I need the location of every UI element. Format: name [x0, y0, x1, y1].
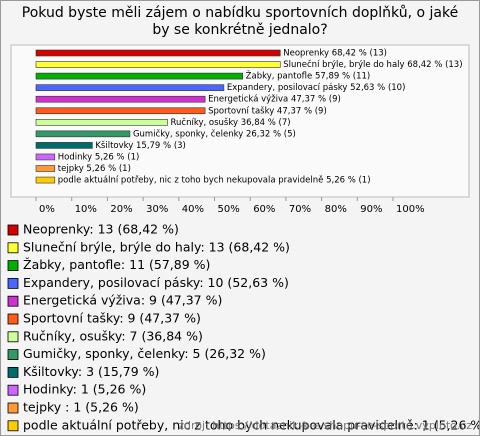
x-tick-label: 70%: [289, 204, 311, 215]
legend-label: Hodinky: 1 (5,26 %): [23, 382, 146, 397]
bar: [35, 61, 281, 68]
bar-label: Gumičky, sponky, čelenky 26,32 % (5): [133, 128, 296, 139]
legend-label: Gumičky, sponky, čelenky: 5 (26,32 %): [23, 346, 266, 361]
legend-swatch: [7, 242, 19, 254]
legend-label: Ručníky, osušky: 7 (36,84 %): [23, 328, 203, 343]
legend-label: Expandery, posilovací pásky: 10 (52,63 %…: [23, 275, 289, 290]
legend-label: Sluneční brýle, brýle do haly: 13 (68,42…: [23, 239, 290, 254]
legend-label: podle aktuální potřeby, nic z toho bych …: [23, 417, 479, 432]
bar-label: Ručníky, osušky 36,84 % (7): [171, 117, 291, 128]
legend-label: Žabky, pantofle: 11 (57,89 %): [23, 257, 210, 272]
chart-title: Pokud byste měli zájem o nabídku sportov…: [21, 5, 459, 38]
legend-label: tejpky : 1 (5,26 %): [23, 400, 139, 415]
bar-label: Neoprenky 68,42 % (13): [283, 49, 387, 59]
bar: [35, 95, 206, 103]
source: zdroj: https://dotaznik-k-e-shopu-se-spo…: [178, 419, 472, 432]
bar: [35, 119, 168, 126]
legend-swatch: [7, 295, 19, 307]
legend-swatch: [7, 384, 19, 396]
bar-label: podle aktuální potřeby, nic z toho bych …: [58, 176, 371, 186]
legend-swatch: [7, 402, 19, 414]
bar: [35, 72, 243, 80]
bar: [35, 84, 225, 91]
bar: [35, 165, 56, 172]
legend-swatch: [7, 366, 19, 378]
x-tick-label: 50%: [218, 204, 240, 215]
legend-swatch: [7, 349, 19, 361]
bar-label: Expandery, posilovací pásky 52,63 % (10): [227, 83, 406, 93]
bar: [35, 142, 93, 149]
legend-swatch: [7, 277, 19, 289]
x-tick-label: 80%: [325, 204, 347, 215]
legend-label: Energetická výživa: 9 (47,37 %): [23, 293, 222, 308]
bar-label: Sluneční brýle, brýle do haly 68,42 % (1…: [283, 59, 462, 70]
x-tick-label: 10%: [75, 204, 97, 215]
bar-label: Žabky, pantofle 57,89 % (11): [246, 70, 371, 82]
legend-swatch: [7, 313, 19, 325]
legend-swatch: [7, 224, 19, 236]
legend-label: Neoprenky: 13 (68,42 %): [23, 222, 179, 237]
x-tick-label: 30%: [146, 204, 168, 215]
bar-label: Hodinky 5,26 % (1): [58, 152, 140, 162]
bar: [35, 153, 56, 161]
legend-label: Sportovní tašky: 9 (47,37 %): [23, 311, 201, 326]
x-tick-label: 60%: [253, 204, 275, 215]
legend-swatch: [7, 260, 19, 272]
legend-label: Kšiltovky: 3 (15,79 %): [23, 364, 159, 379]
bar: [35, 130, 131, 138]
bar: [35, 176, 56, 184]
bar-label: Kšiltovky 15,79 % (3): [95, 140, 186, 151]
bar: [35, 107, 206, 115]
bar-label: tejpky 5,26 % (1): [58, 164, 131, 174]
legend-swatch: [7, 331, 19, 343]
bar: [35, 49, 281, 57]
x-tick-label: 100%: [396, 204, 425, 215]
x-tick-label: 20%: [110, 204, 132, 215]
bar-label: Energetická výživa 47,37 % (9): [208, 95, 341, 105]
x-tick-label: 90%: [360, 204, 382, 215]
x-tick-label: 40%: [182, 204, 204, 215]
bar-label: Sportovní tašky 47,37 % (9): [208, 105, 327, 116]
x-tick-label: 0%: [39, 204, 55, 215]
legend-swatch: [7, 420, 19, 432]
